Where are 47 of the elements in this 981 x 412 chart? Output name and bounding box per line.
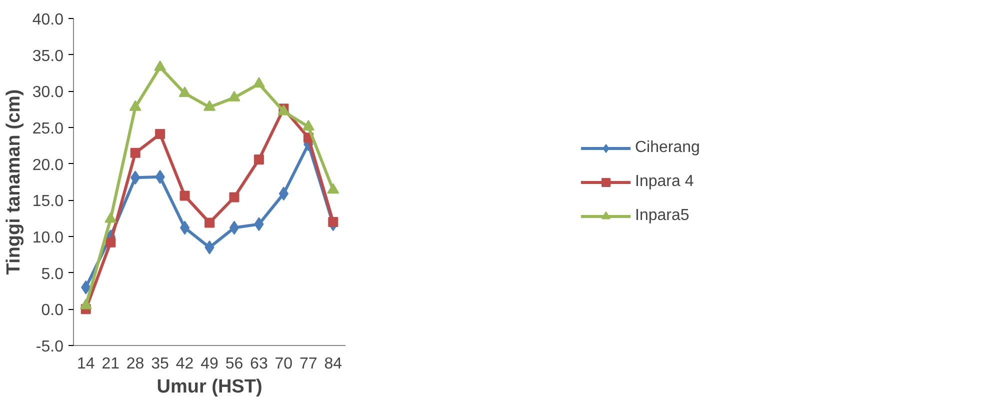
legend-label: Inpara 4	[635, 172, 695, 190]
point	[204, 100, 216, 111]
y-tick-label: 5.0	[41, 266, 64, 283]
point	[204, 218, 214, 228]
point	[229, 192, 240, 202]
y-tick-label: 20.0	[32, 156, 64, 174]
x-tick-label: 84	[324, 356, 342, 372]
x-tick-label: 35	[151, 356, 170, 372]
point	[228, 90, 240, 102]
x-axis-title: Umur (HST)	[156, 376, 262, 398]
x-tick-label: 14	[76, 356, 95, 372]
point	[130, 148, 140, 158]
y-axis-title: Tinggi tanaman (cm)	[3, 89, 24, 275]
point	[327, 183, 340, 194]
point	[180, 190, 190, 201]
x-tick-label: 63	[250, 356, 268, 372]
point	[278, 186, 289, 201]
y-tick-label: 30.0	[32, 84, 64, 102]
point	[252, 77, 265, 88]
x-tick-label: 77	[300, 356, 318, 372]
y-tick-label: 15.0	[32, 193, 64, 210]
point	[328, 216, 338, 227]
x-tick-label: 28	[126, 356, 144, 372]
x-tick-label: 49	[200, 356, 218, 372]
x-tick-label: 56	[225, 356, 244, 372]
point	[302, 120, 314, 130]
legend-label: Ciherang	[635, 138, 701, 156]
point	[155, 129, 166, 140]
y-tick-label: 0.0	[41, 302, 64, 320]
legend-label: Inpara5	[635, 206, 690, 224]
x-tick-label: 42	[176, 356, 194, 372]
y-tick-label: 10.0	[32, 230, 64, 246]
point	[104, 212, 117, 223]
point	[129, 100, 142, 111]
point	[130, 170, 140, 185]
point	[180, 220, 190, 235]
y-tick-label: 25.0	[32, 120, 64, 138]
point	[106, 237, 116, 248]
point	[154, 60, 166, 71]
y-tick-label: -5.0	[36, 338, 64, 356]
point	[229, 220, 240, 235]
x-tick-label: 21	[102, 356, 120, 372]
y-tick-label: 35.0	[32, 48, 64, 65]
point	[254, 154, 264, 164]
x-tick-label: 70	[274, 356, 293, 372]
y-tick-label: 40.0	[32, 12, 64, 28]
point	[178, 86, 191, 98]
